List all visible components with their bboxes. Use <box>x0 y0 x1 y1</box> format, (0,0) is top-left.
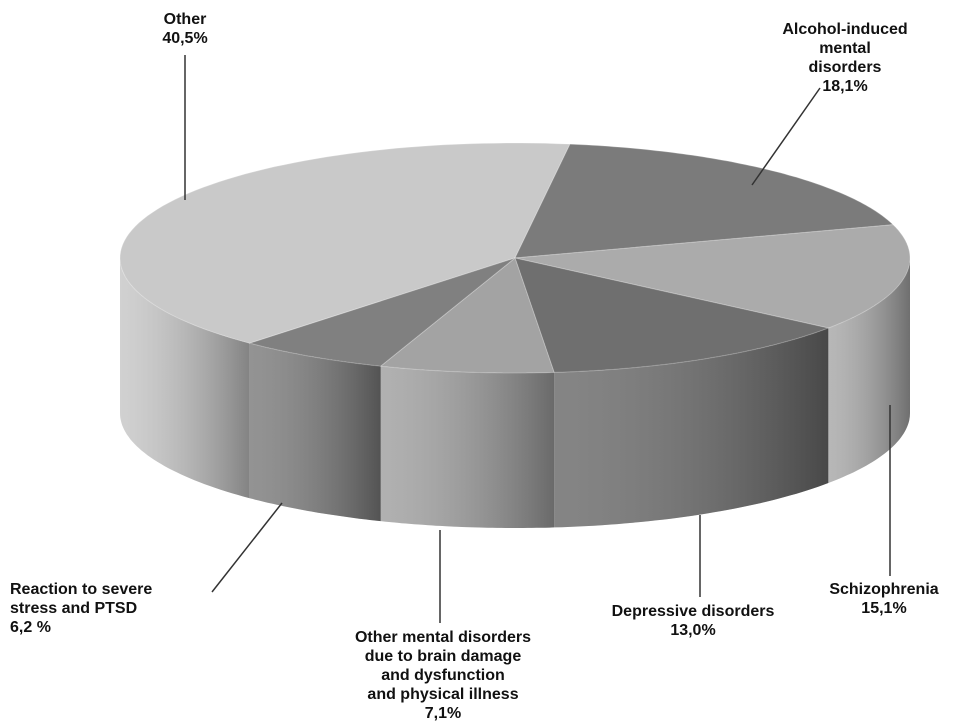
tops <box>119 142 911 374</box>
value-label: 13,0% <box>670 622 716 639</box>
category-label: Other mental disorders due to brain dama… <box>354 629 532 703</box>
slice-label: Schizophrenia 15,1% <box>829 580 938 618</box>
category-label: Alcohol-induced mental disorders <box>782 21 908 76</box>
leader-line <box>211 502 283 593</box>
slice-top <box>514 224 911 329</box>
slice-label: Other 40,5% <box>162 10 207 48</box>
slice-top <box>379 257 555 374</box>
leader-line <box>751 87 821 186</box>
slice-side-shade <box>554 328 829 528</box>
slice-label: Depressive disorders 13,0% <box>612 602 775 640</box>
value-label: 6,2 % <box>10 619 51 636</box>
slice-label: Alcohol-induced mental disorders 18,1% <box>782 20 909 96</box>
slice-side-shade <box>120 258 250 499</box>
category-label: Depressive disorders <box>611 603 775 620</box>
value-label: 7,1% <box>424 705 462 722</box>
value-label: 40,5% <box>162 30 208 47</box>
slice-top <box>247 257 516 367</box>
value-label: 18,1% <box>822 78 868 95</box>
slice-side-shade <box>249 343 381 522</box>
slice-label: Other mental disorders due to brain dama… <box>355 628 531 723</box>
slice-top <box>119 142 571 344</box>
category-label: Reaction to severe stress and PTSD <box>10 581 153 617</box>
slice-label: Reaction to severe stress and PTSD 6,2 % <box>10 580 152 637</box>
slice-top <box>514 257 830 373</box>
value-label: 15,1% <box>861 600 907 617</box>
category-label: Other <box>163 11 207 28</box>
slice-top <box>514 143 895 259</box>
slice-side-shade <box>380 366 555 528</box>
category-label: Schizophrenia <box>829 581 939 598</box>
